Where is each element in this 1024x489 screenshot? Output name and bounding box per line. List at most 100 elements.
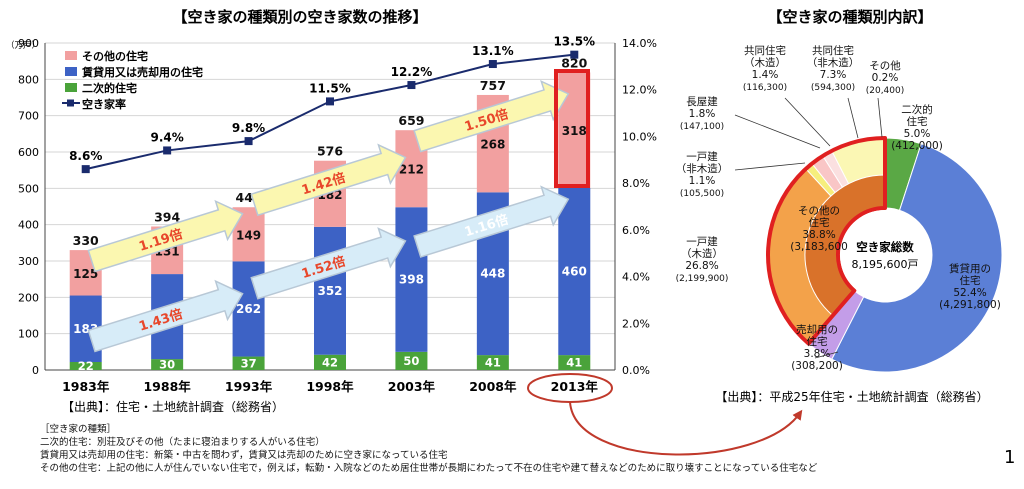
rate-marker [244, 137, 253, 146]
y2-tick-label: 14.0% [622, 37, 657, 50]
y-tick-label: 700 [18, 110, 39, 123]
donut-label-line: 3.8% [804, 348, 831, 360]
donut-label-line: (116,300) [743, 83, 787, 93]
donut-label-line: 共同住宅 [812, 44, 854, 57]
notes-line-other: その他の住宅：上記の他に人が住んでいない住宅で，例えば，転勤・入院などのため居住… [40, 463, 818, 474]
bar-segment-second-home [69, 362, 102, 370]
donut-label-line: (20,400) [866, 86, 905, 96]
rate-marker [326, 97, 334, 106]
leader-line [847, 97, 859, 139]
y2-tick-label: 0.0% [622, 364, 650, 377]
bar-label-second-home: 30 [159, 358, 175, 372]
y-tick-label: 300 [18, 255, 39, 268]
x-category-label: 2013年 [551, 379, 599, 394]
growth-arrow-shape [250, 143, 407, 217]
donut-label-line: (2,199,900) [676, 274, 729, 284]
bar-segment-rental [395, 207, 428, 352]
donut-label-line: (3,183,600 [790, 241, 848, 253]
y-tick-label: 100 [18, 328, 39, 341]
x-category-label: 1998年 [306, 379, 354, 394]
right-chart-title: 【空き家の種類別内訳】 [767, 8, 932, 26]
notes-heading: ［空き家の種類］ [40, 424, 117, 435]
donut-label-line: 26.8% [685, 260, 718, 272]
rate-marker [407, 81, 416, 90]
y-tick-label: 0 [32, 364, 39, 377]
donut-label-line: 0.2% [872, 72, 899, 84]
x-category-label: 1993年 [225, 379, 273, 394]
bar-total-label: 659 [398, 113, 424, 128]
link-arrow-to-pie [569, 401, 803, 456]
highlight-2013-other-box [554, 69, 590, 188]
rate-marker [488, 60, 497, 69]
y-tick-label: 200 [18, 291, 39, 304]
donut-label-line: 住宅 [807, 335, 828, 348]
donut-label-line: 住宅 [809, 216, 830, 229]
donut-label-line: 長屋建 [686, 95, 718, 108]
donut-label-line: 5.0% [904, 128, 931, 140]
donut-label-ikkodate-nonwood: 一戸建（非木造）1.1% (105,500) [676, 150, 729, 199]
notes-line-rental: 賃貸用又は売却用の住宅：新築・中古を問わず，賃貸又は売却のために空き家になってい… [40, 450, 448, 461]
x-category-label: 2008年 [469, 379, 517, 394]
leader-line [734, 114, 821, 149]
leader-line [877, 97, 883, 138]
donut-label-line: 7.3% [820, 69, 847, 81]
rate-marker [163, 146, 172, 155]
rate-label: 12.2% [391, 65, 433, 79]
donut-label-line: その他 [869, 59, 901, 72]
donut-label-line: 住宅 [960, 274, 981, 287]
donut-label-kyodo-wood: 共同住宅（木造）1.4% (116,300) [743, 44, 787, 93]
y2-tick-label: 10.0% [622, 130, 657, 143]
y-axis-right-ticks: 0.0% 2.0% 4.0% 6.0% 8.0% 10.0% 12.0% 14.0% [622, 37, 657, 377]
rate-label: 11.5% [309, 81, 351, 95]
donut-label-ikkodate-wood: 一戸建（木造）26.8% (2,199,900) [676, 235, 729, 284]
donut-label-line: （木造） [744, 56, 786, 69]
donut-label-line: 売却用の [796, 323, 838, 336]
bar-segment-second-home [395, 351, 428, 370]
vacancy-rate-line: 8.6% 9.4% 9.8% 11.5% 12.2% 13.1% 13.5% [69, 35, 595, 174]
legend: その他の住宅 賃貸用又は売却用の住宅 二次的住宅 空き家率 [62, 49, 203, 111]
growth-arrow-shape [250, 227, 407, 300]
growth-arrow-shape [413, 79, 570, 153]
y2-tick-label: 2.0% [622, 317, 650, 330]
bar-label-second-home: 41 [485, 356, 501, 370]
bar-segment-second-home [232, 356, 265, 370]
donut-label-line: (308,200) [791, 360, 843, 372]
bar-label-second-home: 50 [403, 354, 419, 368]
bar-total-label: 576 [317, 144, 343, 159]
legend-label-second: 二次的住宅 [82, 81, 137, 95]
donut-label-line: 38.8% [802, 229, 835, 241]
leader-line [814, 351, 839, 359]
bar-label-other: 268 [480, 138, 505, 152]
donut-label-line: (412,000) [891, 140, 943, 152]
donut-label-line: 1.1% [689, 175, 716, 187]
y-tick-label: 900 [18, 37, 39, 50]
donut-label-line: （非木造） [807, 56, 860, 69]
rate-marker [81, 165, 90, 174]
legend-label-other: その他の住宅 [82, 49, 148, 63]
x-category-label: 1988年 [143, 379, 191, 394]
bar-label-rental: 448 [480, 267, 505, 281]
donut-label-line: (105,500) [680, 189, 724, 199]
donut-label-line: 一戸建 [686, 235, 718, 248]
leader-line [784, 97, 831, 147]
bar-label-second-home: 42 [322, 355, 338, 369]
bar-label-second-home: 41 [566, 356, 582, 370]
rate-label: 8.6% [69, 149, 102, 163]
donut-label-line: 二次的 [901, 103, 933, 116]
donut-label-line: （木造） [681, 247, 723, 260]
y2-tick-label: 4.0% [622, 271, 650, 284]
donut-highlight-outline [766, 136, 887, 346]
bar-segment-rental [558, 187, 591, 356]
rate-label: 13.1% [472, 44, 514, 58]
left-chart-source: 【出典】：住宅・土地統計調査（総務省） [62, 399, 284, 414]
donut-label-line: 1.8% [689, 108, 716, 120]
x-category-label: 2003年 [388, 379, 436, 394]
bar-label-second-home: 22 [78, 359, 94, 373]
leader-line [734, 162, 806, 171]
